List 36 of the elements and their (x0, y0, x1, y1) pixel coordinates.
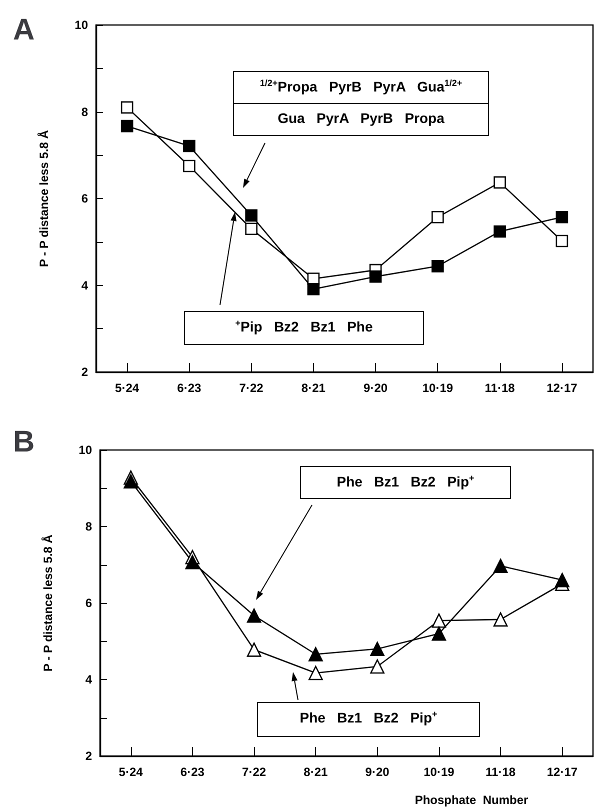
x-tick-label: 9·20 (364, 381, 388, 395)
chart-title: A (13, 14, 35, 46)
chart-title: B (13, 426, 35, 458)
x-tick-label: 10·19 (424, 765, 455, 779)
x-tick-label: 10·19 (422, 381, 454, 395)
y-tick-label: 4 (81, 278, 88, 292)
text-box: Phe Bz1 Bz2 Pip$^{+}$ (257, 702, 480, 737)
x-tick-label: 5·24 (118, 765, 144, 779)
y-tick-label: 8 (85, 520, 92, 534)
y-tick-label: 6 (85, 596, 92, 610)
y-axis-title: P - P distance less 5.8 Å (41, 534, 55, 672)
text-box: $^{1/2+}$Propa PyrB PyrA Gua$^{1/2+}$ (233, 71, 489, 104)
text-box: $^{+}$Pip Bz2 Bz1 Phe (184, 311, 424, 345)
x-tick-label: 8·21 (301, 381, 326, 395)
y-tick-label: 10 (78, 443, 92, 457)
x-tick-label: 6·23 (180, 765, 205, 779)
y-tick-label: 2 (81, 365, 88, 379)
x-tick-label: 5·24 (115, 381, 140, 395)
y-tick-label: 4 (85, 672, 92, 686)
x-tick-label: 8·21 (304, 765, 328, 779)
x-tick-label: 12·17 (546, 381, 578, 395)
x-tick-label: 6·23 (177, 381, 202, 395)
x-tick-label: 9·20 (365, 765, 390, 779)
x-tick-label: 7·22 (242, 765, 266, 779)
x-tick-label: 7·22 (239, 381, 264, 395)
y-tick-label: 2 (85, 749, 92, 763)
x-tick-label: 12·17 (546, 765, 578, 779)
y-axis-title: P - P distance less 5.8 Å (37, 130, 51, 267)
x-tick-label: 11·18 (484, 381, 516, 395)
y-tick-label: 8 (81, 104, 88, 119)
y-tick-label: 6 (81, 192, 88, 206)
text-box: Gua PyrA PyrB Propa (233, 103, 489, 136)
y-tick-label: 10 (74, 18, 88, 32)
x-tick-label: 11·18 (486, 765, 516, 779)
x-axis-title: Phosphate Number (414, 793, 528, 807)
text-box: Phe Bz1 Bz2 Pip$^{+}$ (300, 466, 511, 499)
